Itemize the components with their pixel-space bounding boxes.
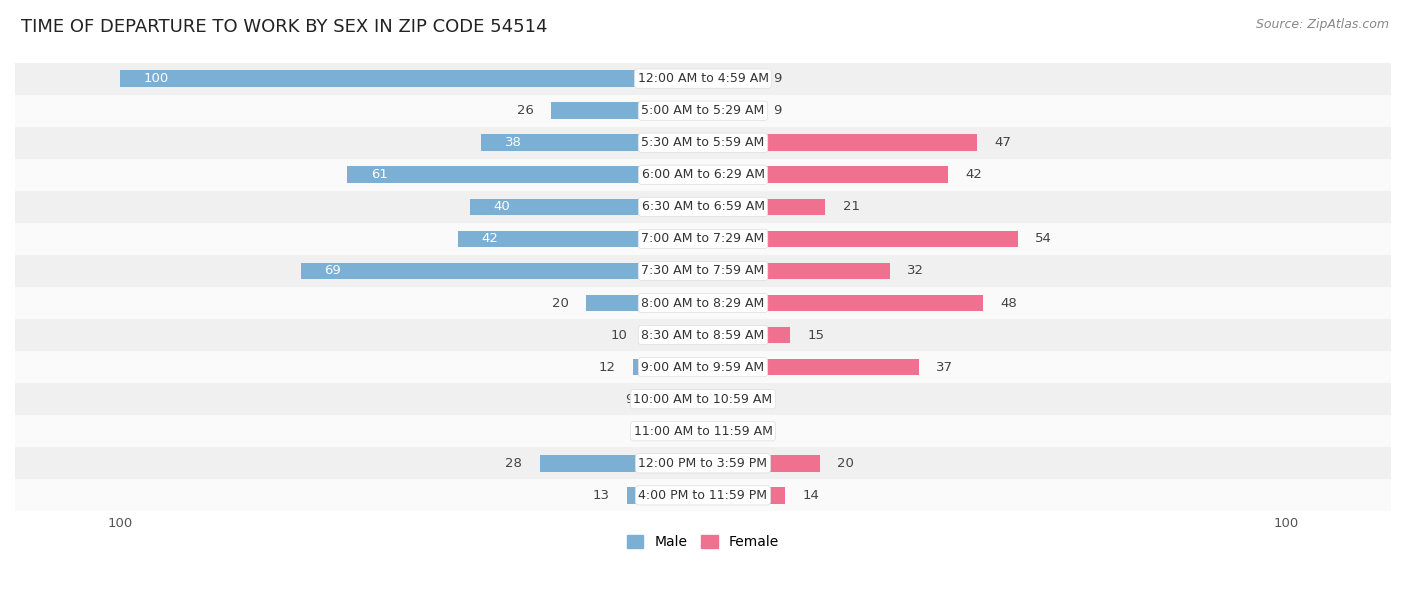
Text: 8:00 AM to 8:29 AM: 8:00 AM to 8:29 AM	[641, 296, 765, 309]
Bar	[15, 287, 1391, 319]
Bar	[703, 102, 755, 119]
Text: 20: 20	[553, 296, 569, 309]
Bar	[15, 383, 1391, 415]
Text: 9: 9	[773, 104, 782, 117]
Bar	[627, 487, 703, 504]
Text: TIME OF DEPARTURE TO WORK BY SEX IN ZIP CODE 54514: TIME OF DEPARTURE TO WORK BY SEX IN ZIP …	[21, 18, 547, 36]
Bar	[551, 102, 703, 119]
Bar	[15, 447, 1391, 480]
Text: 54: 54	[1035, 233, 1052, 245]
Bar	[347, 167, 703, 183]
Bar	[703, 455, 820, 472]
Bar	[633, 359, 703, 375]
Text: 20: 20	[837, 457, 853, 470]
Text: 12:00 AM to 4:59 AM: 12:00 AM to 4:59 AM	[637, 72, 769, 85]
Text: 26: 26	[517, 104, 534, 117]
Bar	[703, 391, 720, 408]
Bar	[470, 199, 703, 215]
Text: 11:00 AM to 11:59 AM: 11:00 AM to 11:59 AM	[634, 425, 772, 438]
Text: 48: 48	[1000, 296, 1017, 309]
Text: 5:30 AM to 5:59 AM: 5:30 AM to 5:59 AM	[641, 136, 765, 149]
Text: 5:00 AM to 5:29 AM: 5:00 AM to 5:29 AM	[641, 104, 765, 117]
Bar	[301, 262, 703, 279]
Text: 8:30 AM to 8:59 AM: 8:30 AM to 8:59 AM	[641, 328, 765, 342]
Text: 38: 38	[505, 136, 522, 149]
Bar	[120, 70, 703, 87]
Bar	[15, 191, 1391, 223]
Bar	[15, 255, 1391, 287]
Bar	[15, 351, 1391, 383]
Text: 3: 3	[738, 393, 747, 406]
Bar	[703, 167, 948, 183]
Text: 10:00 AM to 10:59 AM: 10:00 AM to 10:59 AM	[634, 393, 772, 406]
Text: 0: 0	[678, 425, 686, 438]
Text: 37: 37	[936, 361, 953, 374]
Bar	[703, 199, 825, 215]
Bar	[703, 231, 1018, 248]
Bar	[703, 134, 977, 151]
Text: 40: 40	[494, 201, 510, 214]
Text: Source: ZipAtlas.com: Source: ZipAtlas.com	[1256, 18, 1389, 31]
Text: 42: 42	[481, 233, 498, 245]
Bar	[15, 95, 1391, 127]
Bar	[703, 327, 790, 343]
Text: 6:00 AM to 6:29 AM: 6:00 AM to 6:29 AM	[641, 168, 765, 181]
Text: 13: 13	[593, 489, 610, 502]
Text: 15: 15	[808, 328, 825, 342]
Bar	[15, 159, 1391, 191]
Bar	[703, 70, 755, 87]
Legend: Male, Female: Male, Female	[627, 536, 779, 549]
Text: 4:00 PM to 11:59 PM: 4:00 PM to 11:59 PM	[638, 489, 768, 502]
Text: 9: 9	[624, 393, 633, 406]
Bar	[703, 295, 983, 311]
Text: 42: 42	[966, 168, 983, 181]
Text: 7:00 AM to 7:29 AM: 7:00 AM to 7:29 AM	[641, 233, 765, 245]
Bar	[458, 231, 703, 248]
Text: 9:00 AM to 9:59 AM: 9:00 AM to 9:59 AM	[641, 361, 765, 374]
Bar	[703, 359, 918, 375]
Bar	[586, 295, 703, 311]
Text: 6:30 AM to 6:59 AM: 6:30 AM to 6:59 AM	[641, 201, 765, 214]
Text: 100: 100	[143, 72, 169, 85]
Bar	[15, 127, 1391, 159]
Text: 12:00 PM to 3:59 PM: 12:00 PM to 3:59 PM	[638, 457, 768, 470]
Text: 9: 9	[773, 72, 782, 85]
Text: 0: 0	[720, 425, 728, 438]
Text: 47: 47	[994, 136, 1011, 149]
Text: 14: 14	[801, 489, 818, 502]
Bar	[703, 487, 785, 504]
Text: 61: 61	[371, 168, 388, 181]
Bar	[15, 480, 1391, 511]
Text: 69: 69	[323, 264, 340, 277]
Bar	[481, 134, 703, 151]
Text: 28: 28	[505, 457, 522, 470]
Bar	[540, 455, 703, 472]
Text: 7:30 AM to 7:59 AM: 7:30 AM to 7:59 AM	[641, 264, 765, 277]
Bar	[15, 415, 1391, 447]
Text: 32: 32	[907, 264, 924, 277]
Text: 12: 12	[599, 361, 616, 374]
Text: 10: 10	[610, 328, 627, 342]
Bar	[15, 319, 1391, 351]
Bar	[15, 62, 1391, 95]
Bar	[15, 223, 1391, 255]
Bar	[703, 262, 890, 279]
Text: 21: 21	[844, 201, 860, 214]
Bar	[645, 327, 703, 343]
Bar	[651, 391, 703, 408]
